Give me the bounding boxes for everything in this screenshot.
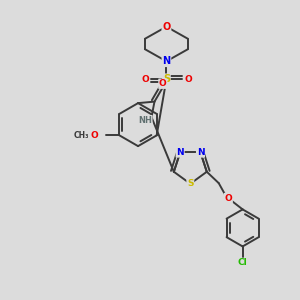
Text: O: O [91, 131, 98, 140]
Text: Cl: Cl [238, 258, 248, 267]
Text: CH₃: CH₃ [74, 131, 89, 140]
Text: O: O [224, 194, 232, 202]
Text: O: O [141, 75, 149, 84]
Text: N: N [176, 148, 184, 157]
Text: NH: NH [138, 116, 152, 124]
Text: N: N [197, 148, 204, 157]
Text: S: S [163, 74, 170, 84]
Text: O: O [184, 75, 192, 84]
Text: O: O [162, 22, 170, 32]
Text: N: N [162, 56, 170, 66]
Text: S: S [187, 179, 194, 188]
Text: O: O [159, 79, 167, 88]
